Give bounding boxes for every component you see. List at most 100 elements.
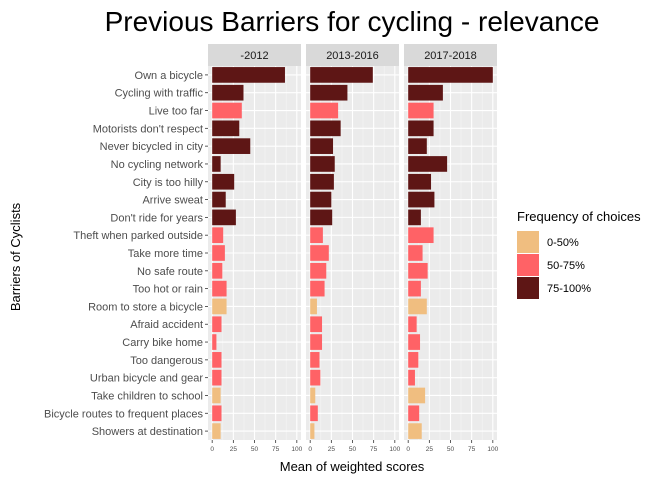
bar (408, 387, 426, 404)
x-tick-label: 0 (406, 446, 410, 453)
y-tick-label: Don't ride for years (110, 212, 203, 224)
panel--2012: -2012 0 25 50 75 100 (208, 44, 303, 453)
y-tick-label: Live too far (149, 106, 204, 118)
y-tick-label: Too hot or rain (133, 284, 203, 296)
panel-2017-2018: 2017-2018 0 25 50 75 100 (404, 44, 499, 453)
y-tick-label: Never bicycled in city (100, 141, 204, 153)
y-tick-label: Arrive sweat (142, 195, 203, 207)
bar (408, 245, 423, 261)
x-tick-label: 100 (291, 446, 302, 453)
bar (212, 67, 285, 83)
y-axis-title: Barriers of Cyclists (8, 202, 23, 311)
y-tick-label: Afraid accident (130, 319, 203, 331)
bar (408, 280, 421, 297)
bar (408, 173, 432, 190)
bar (408, 352, 419, 368)
legend-title: Frequency of choices (517, 209, 641, 224)
y-tick-label: Cycling with traffic (115, 88, 204, 100)
panel-strip (404, 44, 497, 66)
bar (310, 262, 327, 279)
y-tick-label: Motorists don't respect (93, 123, 203, 135)
bar (310, 173, 334, 190)
bar (408, 156, 448, 172)
bar (408, 102, 434, 119)
y-tick-label: Room to store a bicycle (88, 301, 203, 313)
bar (408, 298, 427, 315)
bar (310, 352, 320, 368)
bar (408, 209, 421, 226)
x-tick-label: 50 (251, 446, 259, 453)
x-tick-label: 50 (349, 446, 357, 453)
x-tick-label: 75 (370, 446, 378, 453)
chart-title: Previous Barriers for cycling - relevanc… (105, 6, 600, 37)
bar (310, 423, 315, 439)
bar (310, 245, 329, 261)
bar (212, 245, 225, 261)
bar (212, 405, 222, 422)
bar (212, 316, 222, 333)
bar (212, 138, 251, 154)
y-tick-label: Own a bicycle (135, 70, 203, 82)
x-tick-label: 75 (468, 446, 476, 453)
bar (212, 156, 221, 172)
y-tick-label: Carry bike home (122, 337, 203, 349)
y-tick-label: Urban bicycle and gear (90, 373, 203, 385)
x-tick-label: 25 (328, 446, 336, 453)
bar (212, 423, 221, 439)
bar (408, 138, 427, 154)
bar (212, 227, 224, 244)
panel-strip-label: -2012 (240, 50, 268, 62)
x-axis-title: Mean of weighted scores (280, 459, 425, 474)
bar (408, 120, 434, 137)
bar (310, 209, 333, 226)
bar (310, 138, 334, 154)
x-tick-label: 25 (230, 446, 238, 453)
y-tick-label: No safe route (137, 266, 203, 278)
bar (212, 352, 222, 368)
bar (212, 102, 242, 119)
bar (212, 173, 235, 190)
y-tick-label: No cycling network (111, 159, 204, 171)
bar (310, 405, 318, 422)
bar (310, 298, 317, 315)
x-tick-label: 100 (389, 446, 400, 453)
panel-strip-label: 2013-2016 (326, 50, 379, 62)
bar (310, 227, 323, 244)
bar (310, 280, 325, 297)
legend-key (517, 254, 539, 276)
y-tick-label: Take more time (128, 248, 203, 260)
panel-strip (306, 44, 399, 66)
bar (408, 227, 434, 244)
y-axis-labels: Own a bicycle Cycling with traffic Live to… (44, 70, 208, 438)
bar (408, 369, 415, 386)
panel-strip (208, 44, 301, 66)
x-tick-label: 0 (210, 446, 214, 453)
bar (310, 387, 316, 404)
bar (310, 120, 341, 137)
legend-key (517, 277, 539, 299)
bar (408, 191, 435, 208)
y-tick-label: Take children to school (91, 390, 203, 402)
bar (408, 405, 420, 422)
legend: Frequency of choices 0-50% 50-75% 75-100% (517, 209, 641, 299)
bar (408, 84, 443, 101)
y-tick-label: Bicycle routes to frequent places (44, 408, 203, 420)
bar (212, 191, 226, 208)
bar (408, 316, 417, 333)
legend-label: 75-100% (547, 283, 591, 295)
bar (408, 262, 428, 279)
x-tick-label: 0 (308, 446, 312, 453)
legend-label: 0-50% (547, 237, 579, 249)
panel-2013-2016: 2013-2016 0 25 50 75 100 (306, 44, 401, 453)
bar (310, 102, 339, 119)
bar (212, 387, 221, 404)
bar (408, 334, 421, 350)
bar (310, 369, 321, 386)
bar (212, 84, 244, 101)
bar (310, 84, 348, 101)
bar (310, 67, 373, 83)
x-tick-label: 100 (487, 446, 498, 453)
bar (212, 298, 227, 315)
bar (212, 334, 217, 350)
